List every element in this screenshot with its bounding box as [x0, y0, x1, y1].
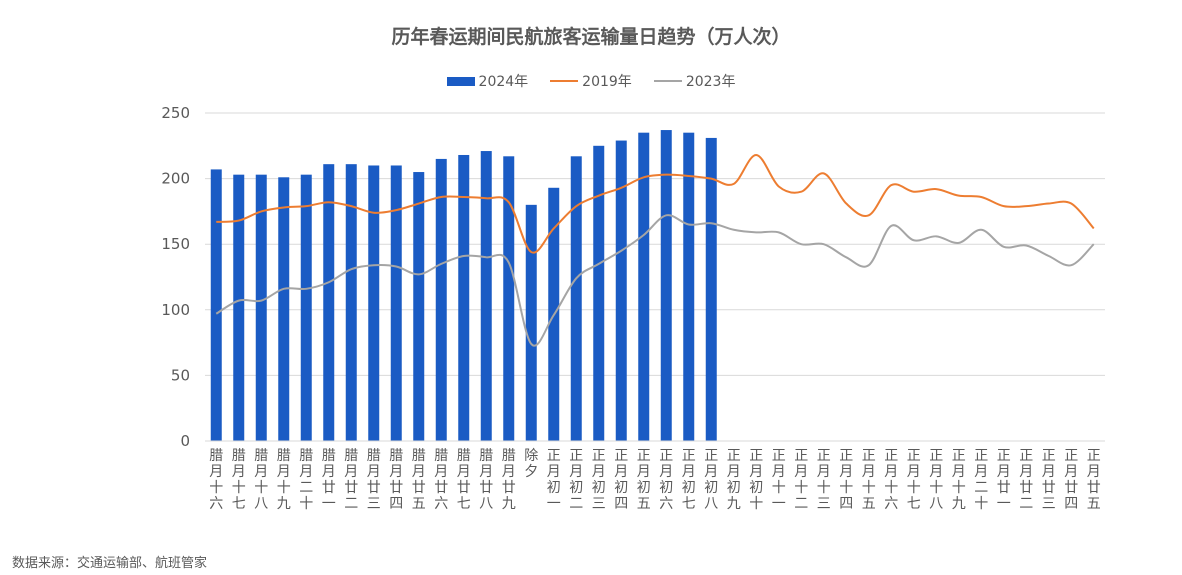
x-tick-label: 腊月十八 [254, 448, 268, 512]
x-tick-label: 正月初一 [547, 448, 561, 512]
legend-item-2023: 2023年 [653, 71, 736, 91]
x-tick-label: 正月初六 [659, 448, 673, 512]
x-tick-label: 腊月廿四 [389, 448, 403, 512]
x-tick-label: 正月十五 [862, 448, 876, 512]
x-tick-label: 腊月廿八 [479, 448, 493, 512]
x-tick-label: 腊月廿五 [412, 448, 426, 512]
x-tick-label: 正月廿二 [1019, 448, 1033, 512]
x-tick-label: 腊月廿二 [344, 448, 358, 512]
source-note: 数据来源：交通运输部、航班管家 [12, 556, 208, 571]
x-tick-label: 正月初五 [637, 448, 651, 512]
bar-2024 [503, 156, 515, 441]
bar-2024 [390, 165, 402, 442]
bar-2024 [368, 165, 380, 442]
bar-2024 [300, 174, 312, 441]
x-tick-label: 正月廿五 [1087, 448, 1101, 512]
bar-2024 [413, 172, 425, 442]
legend-swatch-2024 [446, 76, 475, 86]
x-tick-label: 腊月廿三 [367, 448, 381, 512]
bar-2024 [660, 130, 672, 441]
legend: 2024年 2019年 2023年 [0, 71, 1182, 91]
bar-2024 [435, 158, 447, 442]
x-tick-label: 腊月廿一 [322, 448, 336, 512]
legend-label-2023: 2023年 [685, 74, 736, 90]
x-tick-label: 正月初七 [682, 448, 696, 512]
bar-2024 [323, 164, 335, 441]
series-line-2019 [216, 153, 1095, 254]
x-tick-label: 正月初十 [749, 448, 763, 512]
bar-2024 [210, 169, 222, 441]
legend-item-2024: 2024年 [446, 71, 529, 91]
bar-2024 [345, 164, 357, 441]
bar-2024 [278, 177, 290, 441]
x-tick-label: 正月初二 [569, 448, 583, 512]
chart-title: 历年春运期间民航旅客运输量日趋势（万人次） [391, 26, 791, 48]
x-tick-label: 正月廿四 [1064, 448, 1078, 512]
series-line-2023 [215, 214, 1095, 347]
x-tick-label: 腊月十七 [232, 448, 246, 512]
y-tick-label: 150 [161, 235, 190, 253]
x-tick-label: 正月十四 [839, 448, 853, 512]
bar-2024 [480, 151, 492, 441]
x-tick-label: 正月初四 [614, 448, 628, 512]
x-tick-label: 正月初八 [704, 448, 718, 512]
x-tick-label: 腊月廿六 [434, 448, 448, 512]
bar-2024 [255, 174, 267, 441]
x-tick-label: 除夕 [524, 448, 538, 480]
bar-2024 [525, 204, 537, 441]
x-tick-label: 正月十八 [929, 448, 943, 512]
x-tick-label: 正月初三 [592, 448, 606, 512]
x-tick-label: 正月廿一 [997, 448, 1011, 512]
bar-2024 [683, 132, 695, 441]
bar-2024 [570, 156, 582, 441]
bar-2024 [705, 137, 717, 442]
legend-label-2024: 2024年 [478, 74, 529, 90]
x-tick-label: 正月初九 [727, 448, 741, 512]
bar-2024 [615, 140, 627, 441]
x-tick-label: 正月十九 [952, 448, 966, 512]
x-tick-label: 正月廿三 [1042, 448, 1056, 512]
legend-swatch-2023 [653, 80, 682, 82]
y-tick-label: 50 [171, 366, 190, 384]
legend-swatch-2019 [550, 80, 579, 82]
x-tick-label: 正月十三 [817, 448, 831, 512]
y-tick-label: 250 [161, 104, 190, 122]
y-tick-label: 0 [180, 432, 190, 450]
x-tick-label: 腊月二十 [299, 448, 313, 512]
y-tick-label: 200 [161, 170, 190, 188]
y-tick-label: 100 [161, 301, 190, 319]
bar-2024 [638, 132, 650, 441]
bar-2024 [593, 145, 605, 442]
x-tick-label: 腊月廿九 [502, 448, 516, 512]
x-tick-label: 正月十六 [884, 448, 898, 512]
x-tick-label: 正月十七 [907, 448, 921, 512]
x-tick-label: 正月十一 [772, 448, 786, 512]
x-tick-label: 腊月廿七 [457, 448, 471, 512]
bar-2024 [233, 174, 245, 441]
x-tick-label: 腊月十九 [277, 448, 291, 512]
x-tick-label: 正月十二 [794, 448, 808, 512]
x-tick-label: 腊月十六 [209, 448, 223, 512]
bar-2024 [458, 154, 470, 441]
legend-label-2019: 2019年 [582, 74, 632, 90]
legend-item-2019: 2019年 [550, 71, 632, 91]
x-tick-label: 正月二十 [974, 448, 988, 512]
